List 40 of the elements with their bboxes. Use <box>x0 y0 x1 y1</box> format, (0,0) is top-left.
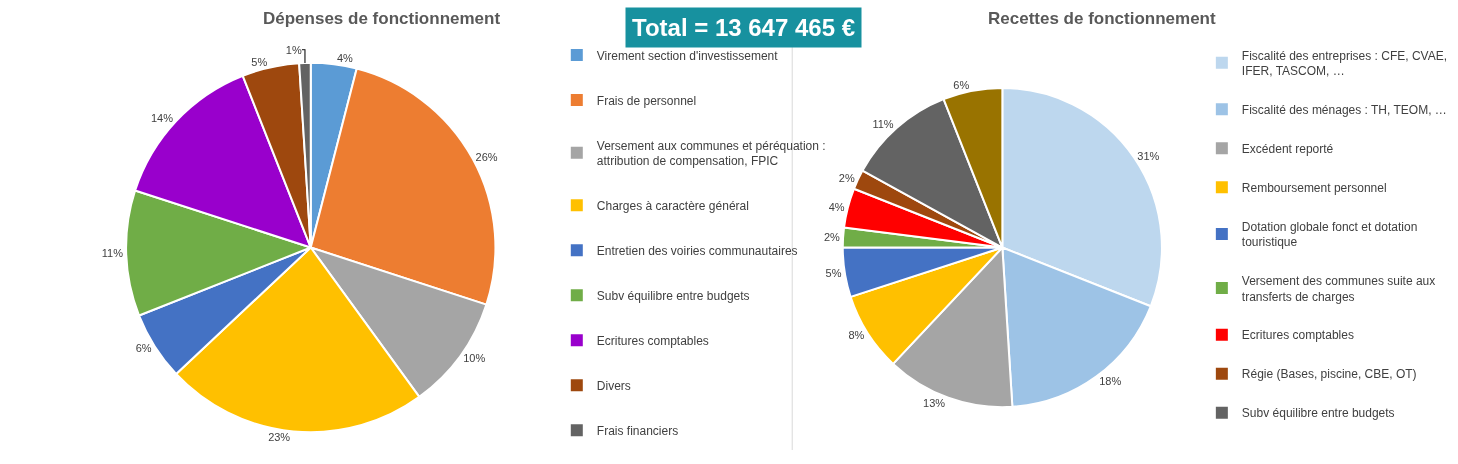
data-label: 2% <box>838 172 855 185</box>
data-label: 11% <box>872 118 894 131</box>
chart-title: Dépenses de fonctionnement <box>263 9 501 28</box>
legend-label: Frais financiers <box>596 423 679 438</box>
legend-label: Versement aux communes et péréquation : attribution de compensation, FPIC <box>596 138 826 169</box>
data-label: 4% <box>828 201 845 214</box>
data-label: 14% <box>150 112 174 125</box>
legend-label: Dotation globale fonct et dotation touristique <box>1241 219 1418 250</box>
data-label: 8% <box>848 328 865 341</box>
data-label: 11% <box>101 247 124 260</box>
data-label: 31% <box>1137 149 1160 162</box>
legend-label: Subv équilibre entre budgets <box>596 288 750 303</box>
data-label: 6% <box>953 78 970 91</box>
data-label: 18% <box>1099 374 1122 387</box>
legend-label: Frais de personnel <box>596 93 697 108</box>
data-label: 1% <box>285 43 302 56</box>
data-label: 6% <box>135 342 152 355</box>
data-label: 23% <box>268 431 291 444</box>
data-label: 26% <box>475 151 498 164</box>
legend-label: Ecritures comptables <box>1241 328 1354 343</box>
legend-label: Versement des communes suite aux transferts de charges <box>1241 273 1436 304</box>
data-label: 4% <box>336 52 354 65</box>
legend-label: Divers <box>596 378 631 393</box>
legend-label: Remboursement personnel <box>1241 180 1387 195</box>
legend-label: Fiscalité des ménages : TH, TEOM, … <box>1241 102 1447 117</box>
legend-label: Subv équilibre entre budgets <box>1241 406 1395 421</box>
legend-label: Charges à caractère général <box>596 198 749 213</box>
legend-label: Fiscalité des entreprises : CFE, CVAE, IFER, TASCOM, … <box>1241 48 1448 79</box>
text: Total = 13 647 465 € <box>632 14 856 41</box>
legend-label: Régie (Bases, piscine, CBE, OT) <box>1241 367 1417 382</box>
data-label: 2% <box>823 231 841 244</box>
legend-label: Entretien des voiries communautaires <box>596 243 798 258</box>
data-label: 13% <box>923 397 946 409</box>
chart-title: Recettes de fonctionnement <box>988 9 1216 28</box>
legend-label: Ecritures comptables <box>596 333 709 348</box>
legend-label: Virement section d'investissement <box>596 48 779 63</box>
data-label: 5% <box>825 266 842 279</box>
data-label: 10% <box>463 352 486 365</box>
legend-label: Excédent reporté <box>1241 141 1334 156</box>
data-label: 5% <box>251 55 268 68</box>
